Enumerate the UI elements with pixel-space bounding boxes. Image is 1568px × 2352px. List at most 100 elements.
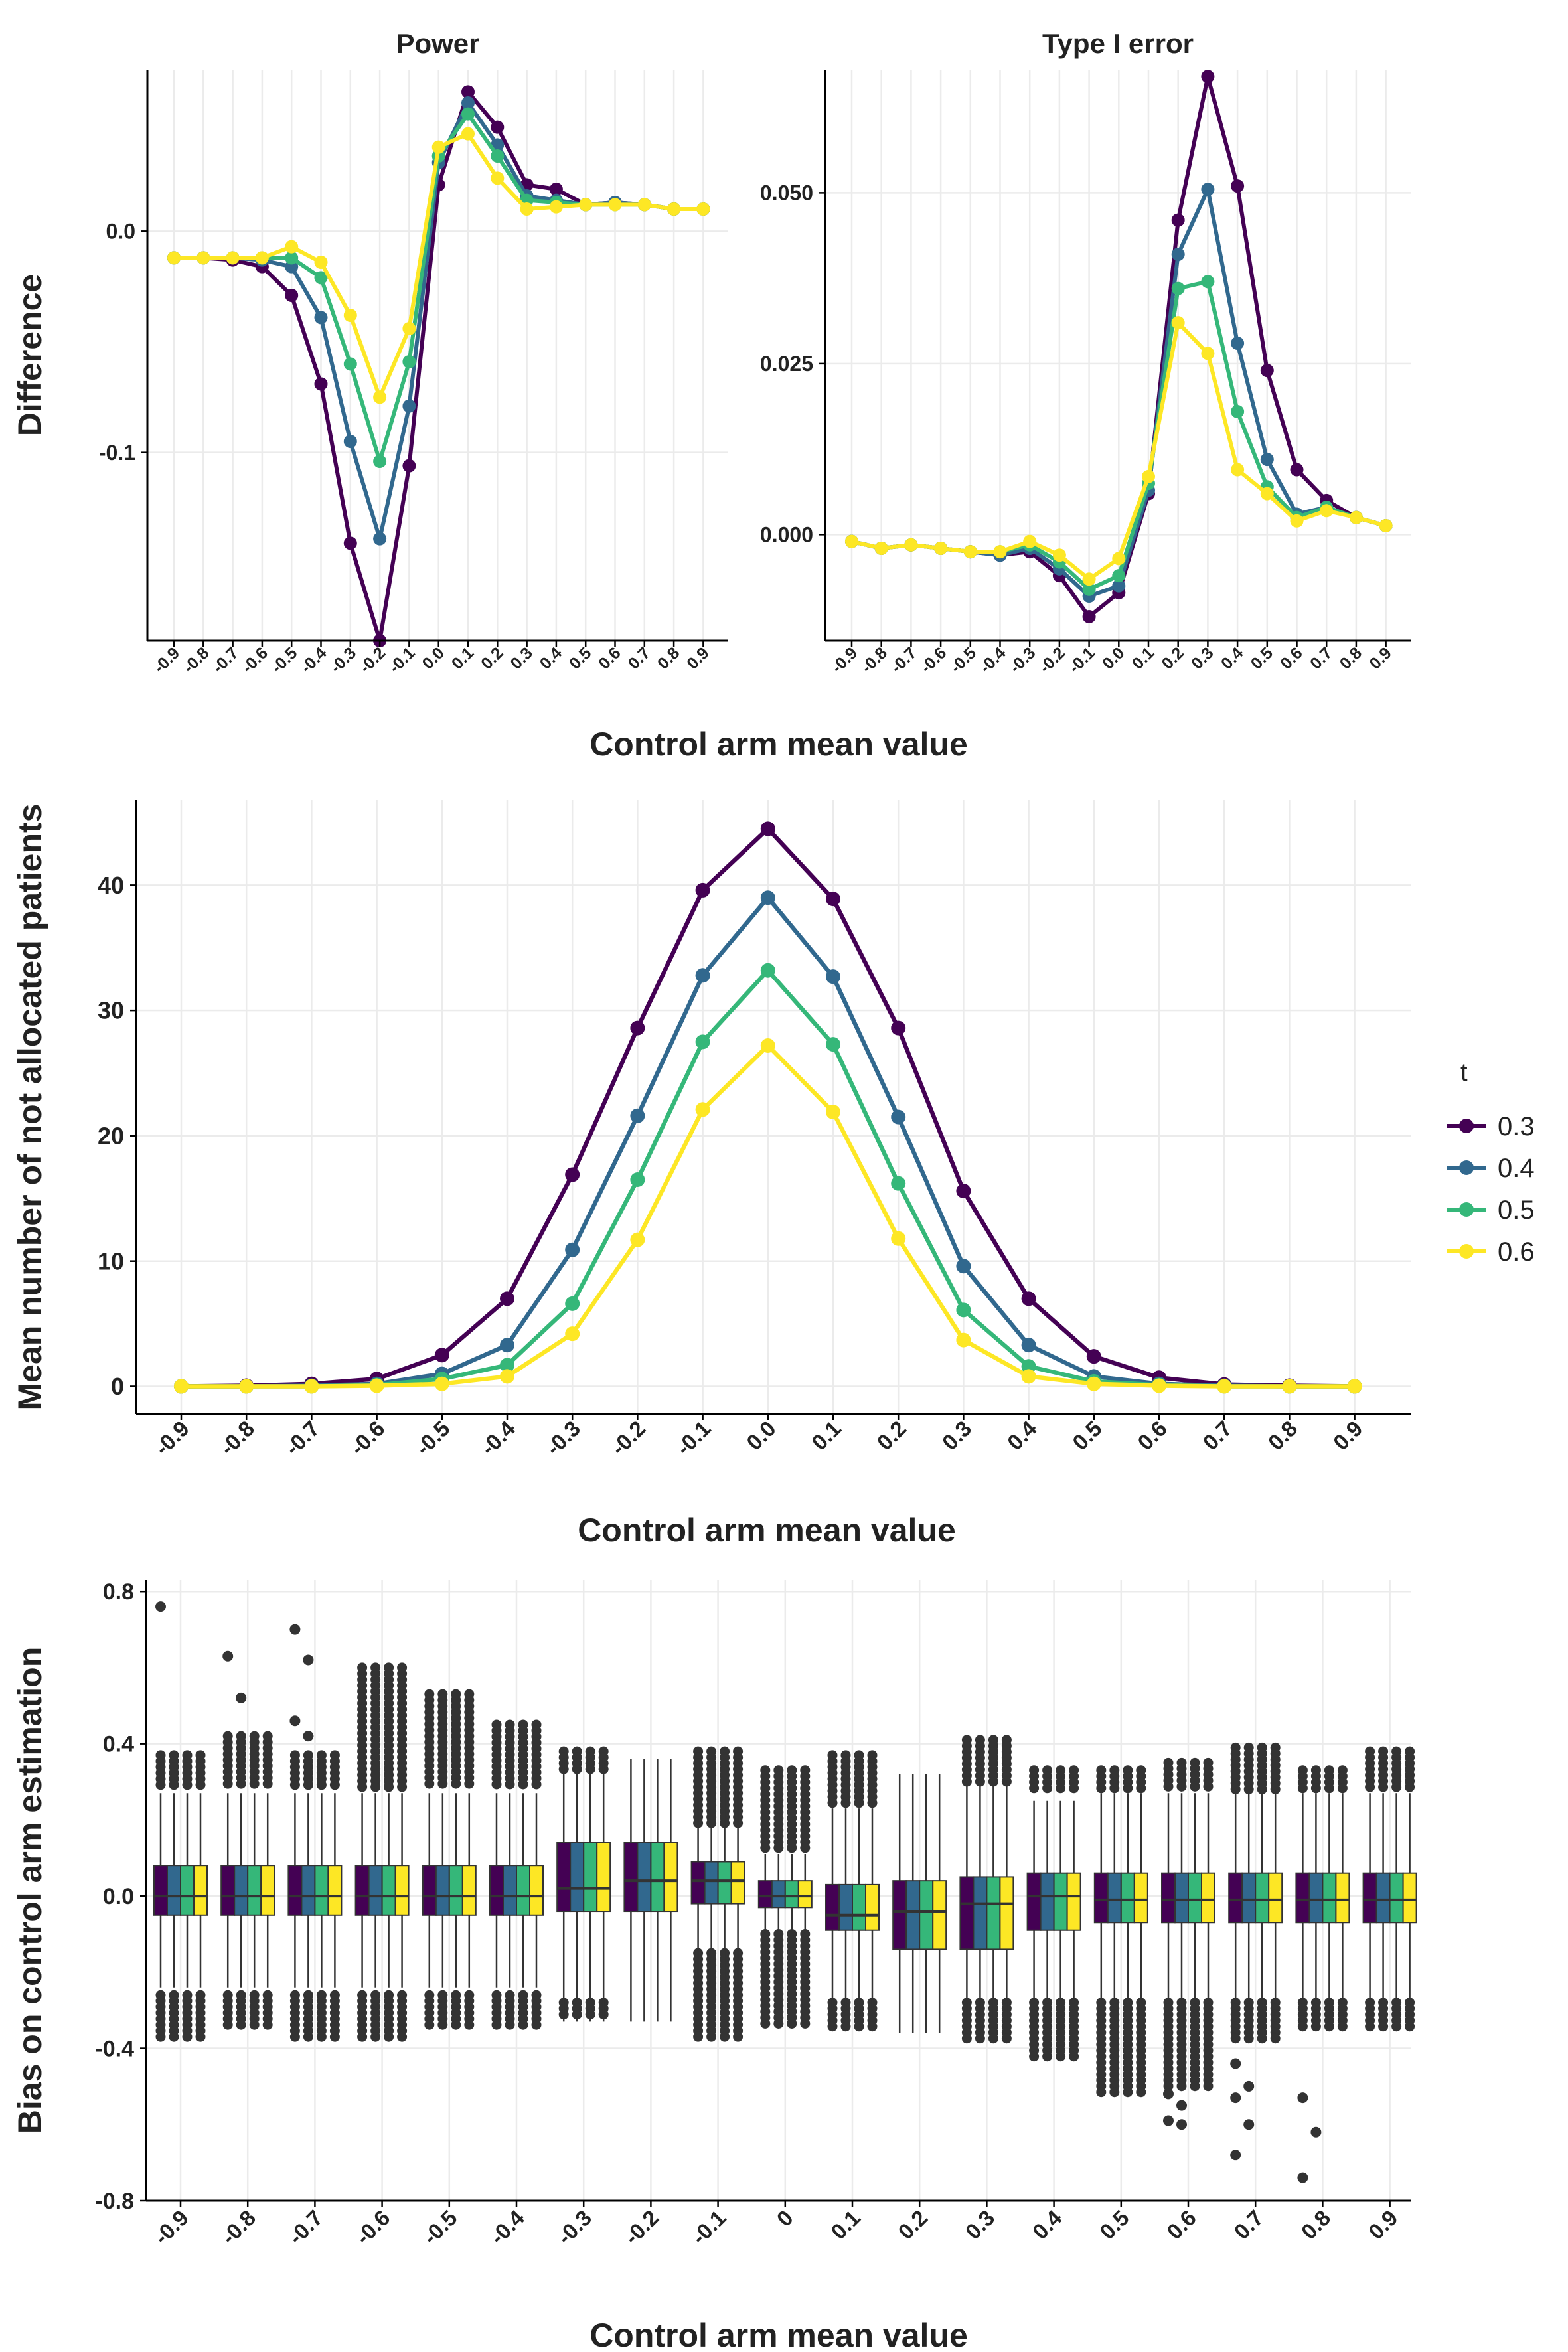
power-point-t0.6 xyxy=(167,251,181,265)
bias-box-t0.4 xyxy=(704,1861,719,1905)
notalloc-point-t0.4 xyxy=(695,968,710,983)
bias-box-t0.3 xyxy=(422,1865,437,1916)
bias-outlier xyxy=(1324,2021,1334,2032)
notalloc-point-t0.4 xyxy=(826,969,840,984)
bias-outlier xyxy=(249,2019,260,2030)
bias-outlier xyxy=(1109,2087,1120,2098)
power-point-t0.3 xyxy=(285,289,299,302)
type1-xtick-label: 0.2 xyxy=(1158,643,1188,672)
bias-xtick-label: 0.6 xyxy=(1162,2205,1201,2244)
bias-outlier xyxy=(437,2019,448,2030)
type1-point-t0.4 xyxy=(1112,579,1126,593)
power-point-t0.6 xyxy=(226,251,240,265)
bias-box-t0.5 xyxy=(986,1876,1001,1950)
bias-box-t0.3 xyxy=(1161,1872,1176,1924)
bias-outlier xyxy=(1190,2081,1200,2092)
legend-label-t0.6: 0.6 xyxy=(1498,1237,1535,1267)
notalloc-xtick-label: 0.3 xyxy=(937,1416,977,1455)
type1-xtick-label: 0.0 xyxy=(1099,643,1128,672)
bias-xtick-label: -0.8 xyxy=(216,2205,260,2249)
type1-point-t0.6 xyxy=(1320,504,1334,518)
notalloc-point-t0.5 xyxy=(500,1358,514,1373)
bias-outlier xyxy=(706,2031,717,2042)
bias-outlier xyxy=(1163,1781,1174,1792)
notalloc-point-t0.5 xyxy=(695,1034,710,1050)
power-title: Power xyxy=(396,28,479,59)
type1-point-t0.6 xyxy=(904,538,918,552)
bias-outlier xyxy=(1029,2051,1040,2062)
bias-box-t0.4 xyxy=(1308,1872,1324,1924)
bias-outlier xyxy=(827,2021,838,2032)
notalloc-xtick-label: -0.1 xyxy=(671,1416,715,1460)
bias-outlier xyxy=(531,2019,542,2030)
type1-point-t0.5 xyxy=(1082,582,1096,596)
power-point-t0.6 xyxy=(343,309,357,322)
notalloc-point-t0.4 xyxy=(760,890,775,905)
bias-outlier xyxy=(1365,1782,1375,1792)
type1-point-t0.5 xyxy=(1171,281,1185,295)
notalloc-ytick-label: 40 xyxy=(98,872,124,899)
bias-outlier xyxy=(1123,2087,1133,2098)
power-xtick-label: 0.5 xyxy=(566,643,595,672)
type1-xtick-label: 0.8 xyxy=(1336,643,1366,672)
type1-point-t0.6 xyxy=(1349,510,1363,524)
bias-box-t0.5 xyxy=(381,1865,396,1916)
bias-outlier xyxy=(975,2033,985,2044)
notalloc-point-t0.6 xyxy=(760,1038,775,1053)
bias-outlier xyxy=(222,2019,233,2030)
bias-outlier xyxy=(1270,1784,1281,1794)
notalloc-point-t0.3 xyxy=(826,892,840,907)
bias-box-t0.5 xyxy=(852,1883,866,1931)
notalloc-point-t0.4 xyxy=(956,1259,971,1274)
power-point-t0.6 xyxy=(255,251,269,265)
notalloc-point-t0.5 xyxy=(565,1296,580,1311)
bias-outlier xyxy=(155,1780,166,1790)
power-point-t0.5 xyxy=(402,355,416,368)
bias-outlier xyxy=(289,1780,300,1790)
bias-outlier xyxy=(262,2019,273,2030)
notalloc-xlabel: Control arm mean value xyxy=(578,1512,956,1549)
bias-outlier xyxy=(329,2031,340,2042)
bias-outlier xyxy=(1337,1783,1348,1794)
bias-box-t0.4 xyxy=(1174,1872,1189,1924)
bias-xtick-label: 0.7 xyxy=(1229,2205,1269,2244)
type1-point-t0.3 xyxy=(1231,179,1245,193)
power-xtick-label: -0.5 xyxy=(268,643,301,676)
type1-point-t0.5 xyxy=(1112,569,1126,583)
bias-outlier xyxy=(289,2031,300,2042)
bias-outlier xyxy=(840,1798,851,1808)
bias-outlier xyxy=(491,1779,502,1790)
bias-xtick-label: 0.3 xyxy=(961,2205,1000,2244)
bias-box-t0.4 xyxy=(637,1842,652,1913)
bias-xtick-label: 0.4 xyxy=(1028,2205,1067,2244)
power-point-t0.6 xyxy=(608,198,622,212)
power-point-t0.6 xyxy=(491,171,505,185)
notalloc-point-t0.6 xyxy=(304,1379,319,1394)
power-point-t0.4 xyxy=(402,399,416,413)
bias-outlier xyxy=(451,1778,461,1789)
bias-box-t0.4 xyxy=(905,1880,921,1950)
power-point-t0.6 xyxy=(196,251,210,265)
bias-outlier xyxy=(1270,2033,1281,2044)
notalloc-point-t0.3 xyxy=(891,1020,906,1036)
bias-box-t0.6 xyxy=(865,1883,880,1931)
bias-box-t0.6 xyxy=(730,1861,745,1905)
bias-xtick-label: -0.7 xyxy=(283,2205,327,2249)
bias-extra-outlier xyxy=(1310,2126,1322,2138)
notalloc-point-t0.6 xyxy=(1152,1378,1166,1393)
type1-point-t0.3 xyxy=(1201,70,1215,84)
legend-label-t0.4: 0.4 xyxy=(1498,1154,1535,1183)
type1-xtick-label: -0.4 xyxy=(976,643,1009,676)
bias-extra-outlier xyxy=(289,1715,301,1727)
power-ytick-label: -0.1 xyxy=(99,441,135,465)
bias-box-t0.4 xyxy=(838,1883,853,1931)
bias-extra-outlier xyxy=(289,1624,301,1635)
power-point-t0.4 xyxy=(461,96,475,110)
bias-outlier xyxy=(518,1779,528,1790)
bias-ytick-label: 0.8 xyxy=(103,1579,134,1605)
power-xtick-label: -0.6 xyxy=(238,643,272,676)
bias-ytick-label: -0.4 xyxy=(95,2037,134,2062)
bias-outlier xyxy=(975,1776,985,1787)
power-xtick-label: 0.8 xyxy=(654,643,683,672)
